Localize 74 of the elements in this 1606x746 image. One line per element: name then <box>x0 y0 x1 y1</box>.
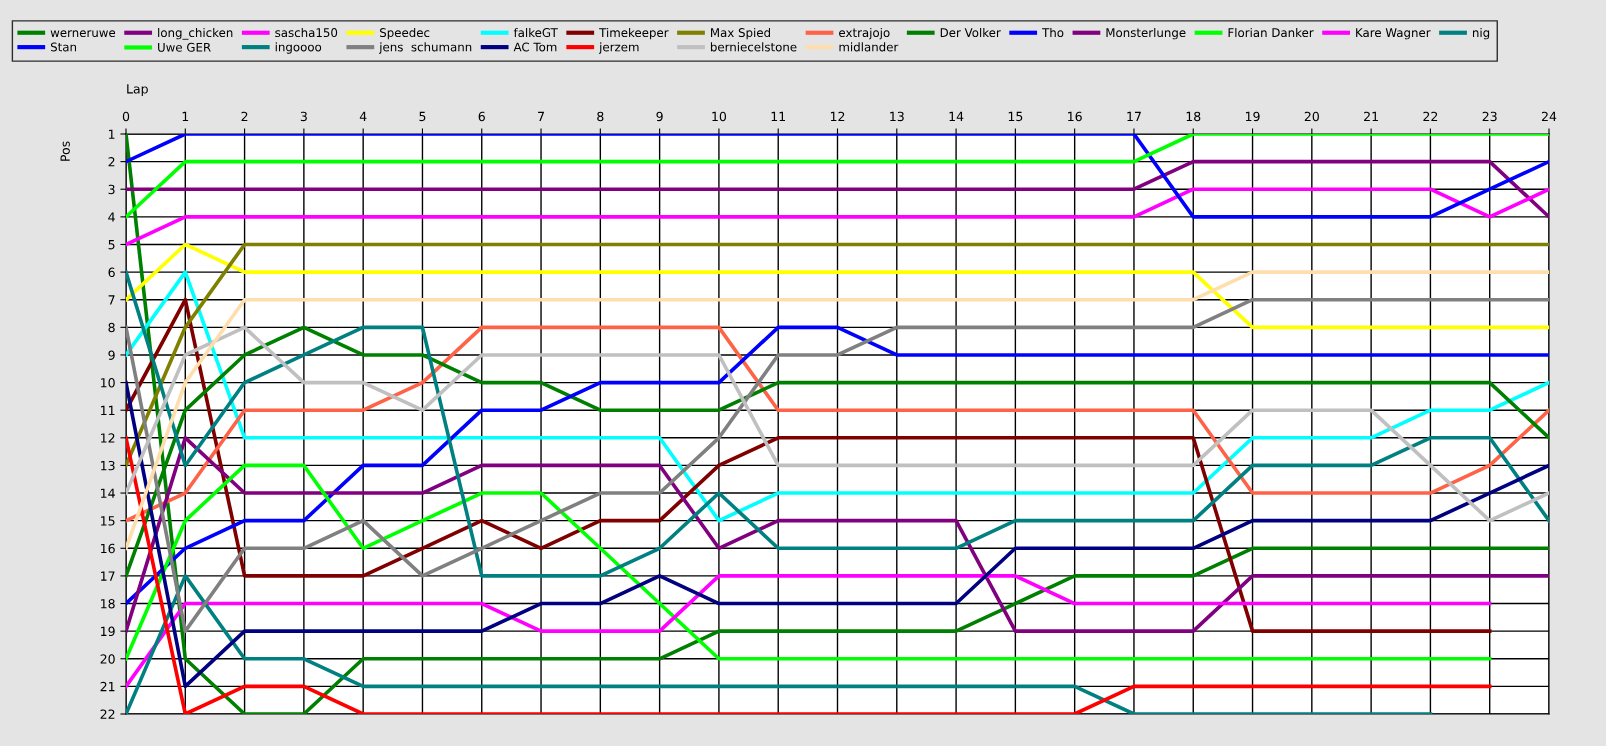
x-tick-label: 15 <box>1008 111 1023 122</box>
x-tick-label: 24 <box>1541 111 1557 121</box>
x-tick-label: 20 <box>1304 111 1319 122</box>
y-tick-label: 20 <box>100 654 115 664</box>
legend-label: Monsterlunge <box>1106 27 1186 40</box>
legend-label: jens schumann <box>379 42 472 54</box>
y-tick-label: 9 <box>108 350 115 360</box>
x-tick-label: 21 <box>1364 111 1378 121</box>
x-tick-label: 5 <box>419 111 426 122</box>
y-tick-label: 22 <box>100 709 115 719</box>
x-tick-label: 4 <box>359 111 367 121</box>
y-tick-label: 19 <box>101 626 115 637</box>
x-tick-label: 0 <box>122 111 130 122</box>
x-tick-label: 8 <box>597 111 604 122</box>
x-tick-label: 10 <box>712 111 727 122</box>
legend-label: falkeGT <box>513 27 558 38</box>
line-series <box>126 574 1492 689</box>
legend-label: midlander <box>839 42 899 52</box>
line-series <box>126 463 1492 661</box>
legend-label: Speedec <box>380 27 430 40</box>
x-tick-label: 22 <box>1423 111 1438 121</box>
x-tick-label: 6 <box>478 111 485 122</box>
legend-label: Tho <box>1042 27 1064 38</box>
legend-label: Uwe GER <box>158 42 211 52</box>
y-tick-label: 7 <box>108 295 115 305</box>
legend-label: Stan <box>50 42 76 52</box>
x-tick-label: 23 <box>1482 111 1497 122</box>
legend-label: berniecelstone <box>710 42 797 52</box>
legend-label: Kare Wagner <box>1356 28 1431 40</box>
y-tick-label: 4 <box>108 212 115 222</box>
legend-label: Max Spied <box>711 27 770 40</box>
legend-label: Der Volker <box>940 27 1001 38</box>
y-tick-label: 12 <box>101 433 115 443</box>
x-tick-label: 3 <box>300 111 307 122</box>
x-tick-label: 7 <box>538 111 544 121</box>
y-tick-label: 11 <box>101 405 115 415</box>
legend-label: nig <box>1472 27 1490 40</box>
legend-label: extrajojo <box>839 27 890 40</box>
y-tick-label: 10 <box>101 378 115 388</box>
x-tick-label: 1 <box>182 111 189 121</box>
y-tick-label: 5 <box>108 240 115 250</box>
x-tick-label: 12 <box>830 111 845 121</box>
y-tick-label: 15 <box>101 516 115 526</box>
x-tick-label: 16 <box>1068 111 1082 122</box>
y-tick-label: 14 <box>101 488 115 498</box>
y-tick-label: 2 <box>108 157 115 167</box>
x-tick-label: 14 <box>949 111 964 121</box>
y-tick-label: 3 <box>108 184 115 195</box>
legend-label: werneruwe <box>50 30 116 38</box>
x-tick-label: 17 <box>1127 111 1141 121</box>
y-axis-title: Pos <box>60 141 70 161</box>
x-tick-label: 18 <box>1186 111 1201 122</box>
line-series <box>126 574 1433 714</box>
y-tick-label: 21 <box>100 681 115 692</box>
x-axis-title: Lap <box>127 84 148 96</box>
legend-label: ingoooo <box>275 42 322 54</box>
legend-label: long_chicken <box>158 27 233 40</box>
y-tick-label: 16 <box>101 543 115 554</box>
y-tick-label: 8 <box>108 322 115 333</box>
x-tick-label: 11 <box>771 111 786 121</box>
x-tick-label: 19 <box>1245 111 1260 122</box>
y-tick-label: 1 <box>109 129 115 139</box>
x-tick-label: 2 <box>241 111 248 121</box>
legend-label: Timekeeper <box>599 27 669 40</box>
y-tick-label: 17 <box>101 571 115 581</box>
x-tick-label: 9 <box>656 111 663 122</box>
y-tick-label: 13 <box>101 460 115 471</box>
legend-label: Florian Danker <box>1228 27 1314 38</box>
y-tick-label: 18 <box>101 599 115 609</box>
legend-label: jerzem <box>598 42 639 54</box>
legend-label: AC Tom <box>513 42 557 52</box>
legend-label: sascha150 <box>275 27 338 38</box>
x-tick-label: 13 <box>890 111 904 122</box>
y-tick-label: 6 <box>108 267 115 278</box>
